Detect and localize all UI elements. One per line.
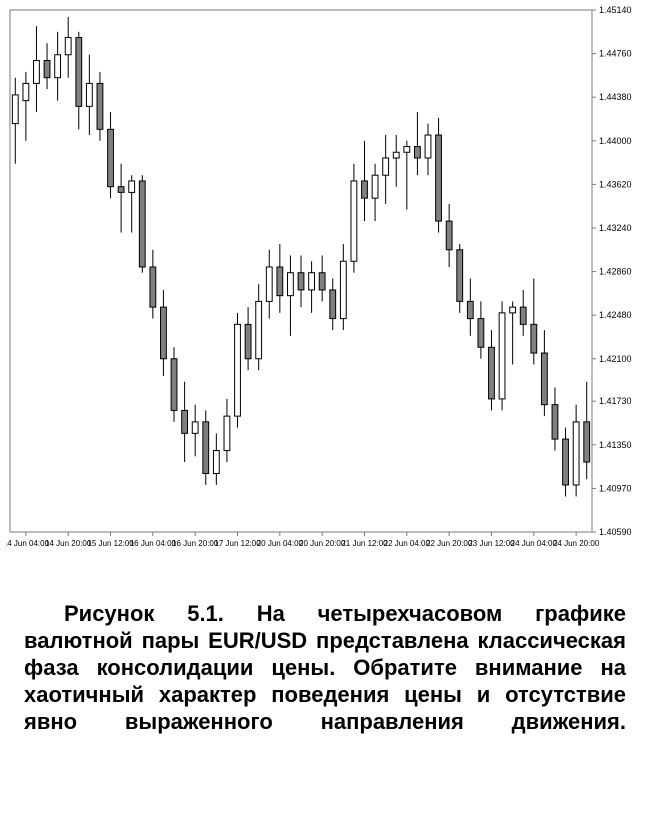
svg-text:20 Jun 20:00: 20 Jun 20:00 xyxy=(299,539,346,548)
svg-text:1.44760: 1.44760 xyxy=(599,49,632,59)
svg-text:1.44380: 1.44380 xyxy=(599,92,632,102)
candlestick-chart: 1.40590 1.40970 1.41350 1.41730 1.42100 1.424… xyxy=(6,6,644,566)
svg-text:1.41350: 1.41350 xyxy=(599,440,632,450)
chart-svg: 1.40590 1.40970 1.41350 1.41730 1.42100 1.424… xyxy=(6,6,644,566)
svg-text:21 Jun 12:00: 21 Jun 12:00 xyxy=(341,539,388,548)
svg-text:1.44000: 1.44000 xyxy=(599,136,632,146)
svg-text:24 Jun 04:00: 24 Jun 04:00 xyxy=(511,539,558,548)
svg-text:22 Jun 20:00: 22 Jun 20:00 xyxy=(426,539,473,548)
svg-text:1.43620: 1.43620 xyxy=(599,179,632,189)
svg-text:20 Jun 04:00: 20 Jun 04:00 xyxy=(257,539,304,548)
svg-text:1.42480: 1.42480 xyxy=(599,310,632,320)
svg-text:15 Jun 12:00: 15 Jun 12:00 xyxy=(87,539,134,548)
svg-text:22 Jun 04:00: 22 Jun 04:00 xyxy=(384,539,431,548)
svg-text:14 Jun 20:00: 14 Jun 20:00 xyxy=(45,539,92,548)
svg-text:1.43240: 1.43240 xyxy=(599,223,632,233)
svg-text:23 Jun 12:00: 23 Jun 12:00 xyxy=(468,539,515,548)
svg-text:1.41730: 1.41730 xyxy=(599,396,632,406)
svg-text:1.42860: 1.42860 xyxy=(599,267,632,277)
svg-text:16 Jun 20:00: 16 Jun 20:00 xyxy=(172,539,219,548)
svg-text:1.45140: 1.45140 xyxy=(599,6,632,15)
svg-text:14 Jun 04:00: 14 Jun 04:00 xyxy=(6,539,50,548)
page-root: 1.40590 1.40970 1.41350 1.41730 1.42100 1.424… xyxy=(0,0,650,827)
svg-text:24 Jun 20:00: 24 Jun 20:00 xyxy=(553,539,600,548)
svg-text:1.42100: 1.42100 xyxy=(599,354,632,364)
svg-text:1.40970: 1.40970 xyxy=(599,483,632,493)
svg-text:17 Jun 12:00: 17 Jun 12:00 xyxy=(214,539,261,548)
svg-text:1.40590: 1.40590 xyxy=(599,527,632,537)
figure-caption: Рисунок 5.1. На четырехчасовом графике в… xyxy=(24,600,626,735)
svg-text:16 Jun 04:00: 16 Jun 04:00 xyxy=(130,539,177,548)
